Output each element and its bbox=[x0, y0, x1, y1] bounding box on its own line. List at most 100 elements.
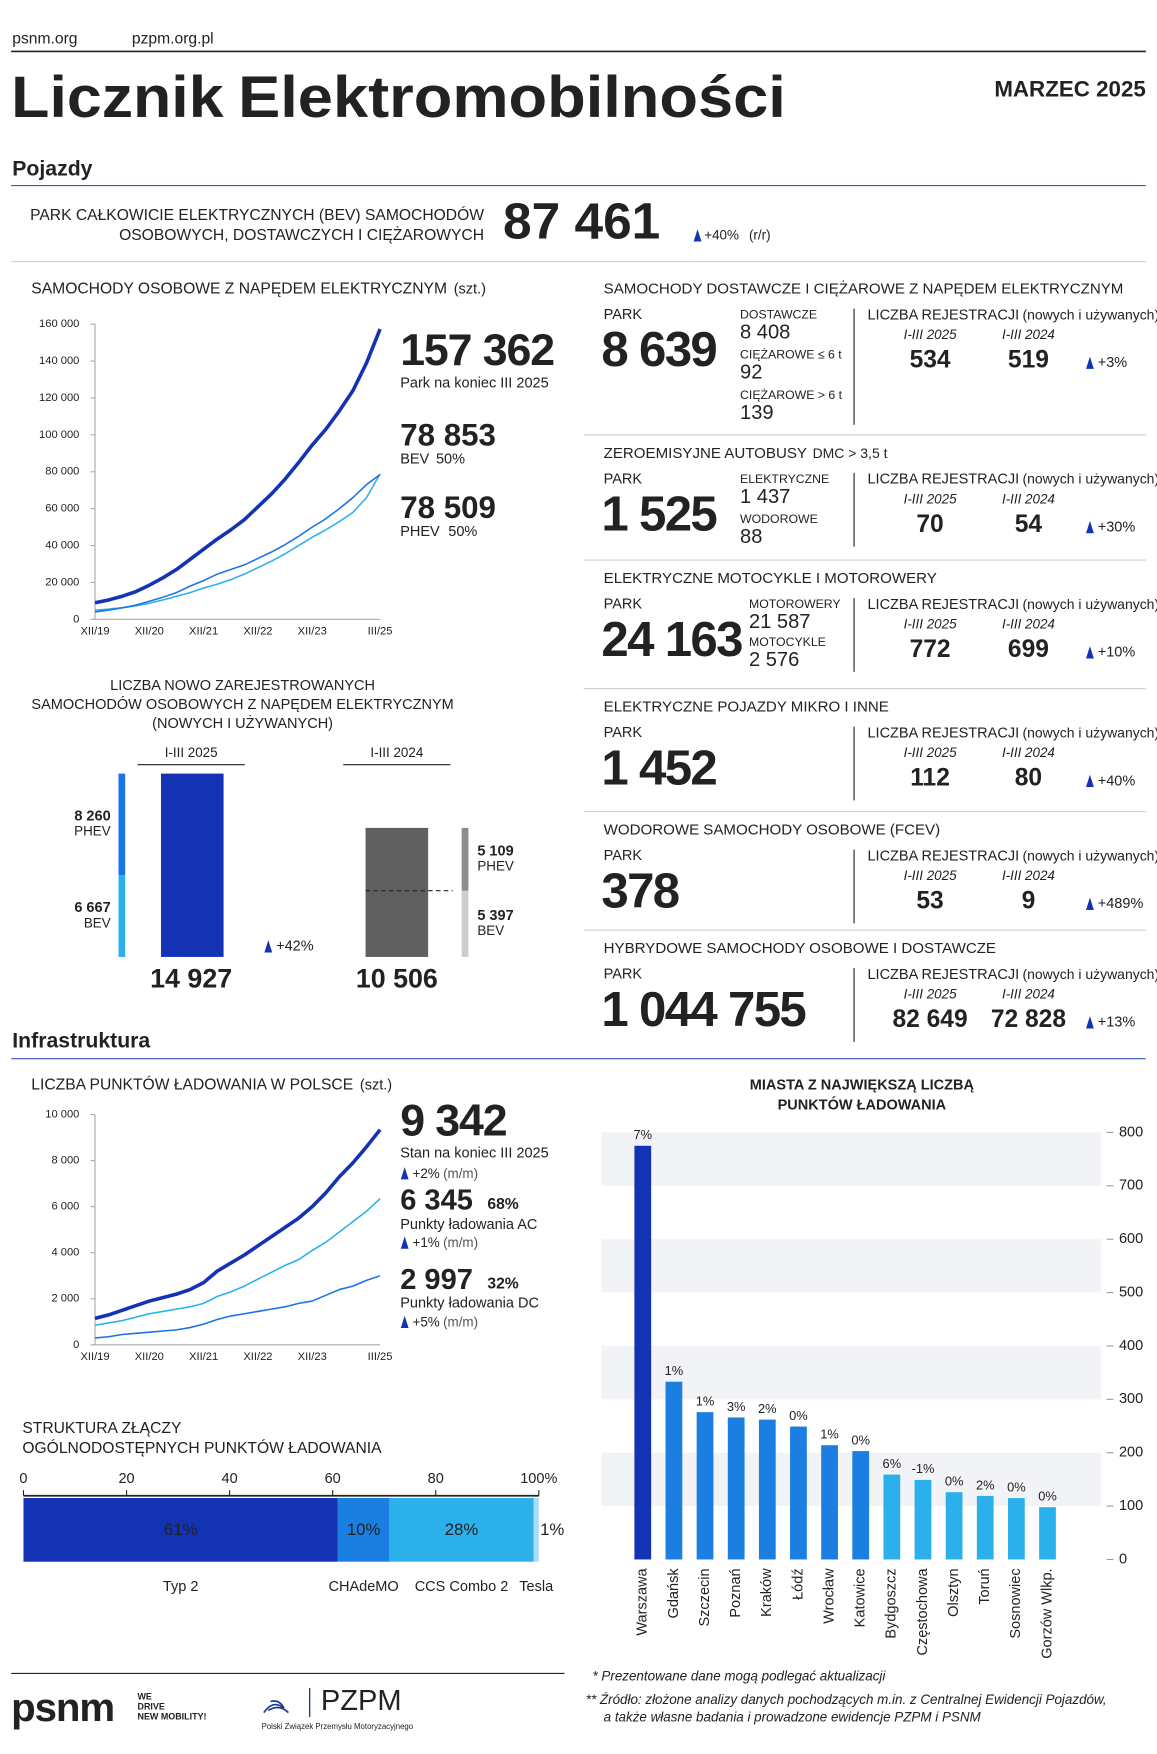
category-label: Tesla bbox=[519, 1579, 554, 1595]
period: I-III 2025 bbox=[904, 986, 957, 1001]
up-arrow bbox=[400, 1315, 409, 1329]
period: I-III 2024 bbox=[1002, 616, 1055, 631]
park-label: PARK bbox=[604, 597, 643, 613]
x-tick-label: XII/22 bbox=[243, 626, 272, 638]
bar bbox=[852, 1451, 870, 1560]
reg-note: (nowych i używanych) bbox=[1022, 470, 1157, 486]
reg-label-text: LICZBA REJESTRACJI bbox=[867, 967, 1019, 983]
breakdown-label: CIĘŻAROWE ≤ 6 t bbox=[740, 348, 842, 362]
park-value: 8 639 bbox=[601, 322, 716, 377]
breakdown-value: 21 587 bbox=[749, 611, 811, 633]
y-tick-label: 500 bbox=[1119, 1284, 1143, 1300]
period: I-III 2025 bbox=[904, 327, 957, 342]
bar bbox=[914, 1479, 932, 1560]
callout-change: +1% (m/m) bbox=[412, 1235, 478, 1250]
x-tick-label: Szczecin bbox=[697, 1568, 713, 1626]
registrations: 53 bbox=[916, 888, 943, 915]
park-value: 1 452 bbox=[601, 740, 716, 795]
y-tick-label: 400 bbox=[1119, 1338, 1143, 1354]
registrations: 519 bbox=[1008, 347, 1049, 374]
up-arrow bbox=[1086, 774, 1094, 788]
bar-annotation: 6% bbox=[883, 1456, 902, 1471]
registrations: 72 828 bbox=[991, 1006, 1066, 1033]
block-title: ELEKTRYCZNE MOTOCYKLE I MOTOROWERY bbox=[604, 570, 937, 587]
bar bbox=[821, 1445, 838, 1560]
change-unit: (m/m) bbox=[443, 1314, 478, 1329]
y-tick-label: 80 000 bbox=[45, 466, 79, 478]
value-label: 61% bbox=[164, 1520, 198, 1539]
x-tick-label: Częstochowa bbox=[915, 1567, 931, 1655]
chart-title: (NOWYCH I UŻYWANYCH) bbox=[152, 714, 333, 732]
y-tick-label: 120 000 bbox=[39, 392, 79, 404]
up-arrow bbox=[1086, 646, 1094, 659]
bar bbox=[727, 1417, 745, 1560]
x-tick-label: XII/23 bbox=[298, 626, 327, 638]
registrations: 54 bbox=[1015, 511, 1043, 538]
block-title: HYBRYDOWE SAMOCHODY OSOBOWE I DOSTAWCZE bbox=[604, 940, 996, 957]
bar bbox=[758, 1419, 776, 1560]
period: I-III 2025 bbox=[904, 868, 957, 883]
y-tick-label: 0 bbox=[73, 613, 79, 625]
breakdown-value: 1 437 bbox=[740, 486, 790, 508]
x-tick-label: Bydgoszcz bbox=[884, 1568, 900, 1638]
period: I-III 2024 bbox=[1002, 745, 1055, 760]
block-title-text: ELEKTRYCZNE POJAZDY MIKRO I INNE bbox=[604, 699, 889, 716]
callout-label: BEV bbox=[400, 451, 429, 467]
link: pzpm.org.pl bbox=[132, 30, 214, 47]
bar-segment bbox=[461, 827, 469, 891]
change-unit: (r/r) bbox=[749, 227, 771, 242]
block-title-text: ZEROEMISYJNE AUTOBUSY bbox=[604, 445, 807, 462]
callout-value: 2 997 bbox=[400, 1264, 473, 1296]
change: +40% bbox=[1098, 773, 1136, 789]
registrations: 80 bbox=[1015, 765, 1042, 792]
registrations: 699 bbox=[1008, 636, 1049, 663]
bar-annotation: 7% bbox=[633, 1127, 652, 1142]
x-tick-label: 40 bbox=[222, 1471, 238, 1487]
chart-title: PUNKTÓW ŁADOWANIA bbox=[778, 1095, 947, 1113]
y-tick-label: 2 000 bbox=[51, 1293, 79, 1305]
callout-share: 32% bbox=[487, 1276, 518, 1293]
bar bbox=[1039, 1507, 1056, 1560]
y-tick-label: 140 000 bbox=[39, 355, 79, 367]
block-title-text: WODOROWE SAMOCHODY OSOBOWE (FCEV) bbox=[604, 822, 940, 839]
park-label: OSOBOWYCH, DOSTAWCZYCH I CIĘŻAROWYCH bbox=[119, 225, 484, 244]
title: Elektromobilności bbox=[238, 65, 786, 130]
value-label: 1% bbox=[540, 1520, 564, 1539]
series-label: PHEV bbox=[477, 859, 514, 874]
chart-title: SAMOCHODÓW OSOBOWYCH Z NAPĘDEM ELEKTRYCZ… bbox=[31, 696, 453, 713]
x-tick-label: Gorzów Wlkp. bbox=[1039, 1568, 1055, 1658]
change: +30% bbox=[1098, 520, 1136, 536]
bar-annotation: 1% bbox=[820, 1427, 839, 1442]
bar-segment bbox=[118, 773, 126, 876]
block-title: WODOROWE SAMOCHODY OSOBOWE (FCEV) bbox=[604, 822, 940, 839]
change-unit: (m/m) bbox=[443, 1165, 478, 1180]
registrations: 70 bbox=[916, 511, 943, 538]
change: +13% bbox=[1098, 1015, 1136, 1031]
breakdown-label: MOTOCYKLE bbox=[749, 635, 826, 649]
date: MARZEC 2025 bbox=[994, 76, 1146, 101]
x-tick-label: Gdańsk bbox=[666, 1568, 682, 1619]
breakdown-label: WODOROWE bbox=[740, 512, 818, 526]
period: I-III 2025 bbox=[904, 491, 957, 506]
callout-value: 157 362 bbox=[400, 326, 554, 375]
x-tick-label: XII/23 bbox=[298, 1351, 327, 1363]
x-tick-label: 20 bbox=[118, 1471, 134, 1487]
group-label: I-III 2024 bbox=[370, 745, 423, 760]
reg-label: LICZBA REJESTRACJI (nowych i używanych) bbox=[867, 966, 1157, 983]
bar-annotation: 2% bbox=[976, 1477, 995, 1492]
bar bbox=[1007, 1498, 1025, 1560]
x-tick-label: Warszawa bbox=[635, 1567, 651, 1635]
block-title: ZEROEMISYJNE AUTOBUSY DMC > 3,5 t bbox=[604, 445, 888, 462]
change-value: +2% bbox=[412, 1165, 439, 1180]
value-label: 5 397 bbox=[477, 908, 513, 924]
breakdown-value: 92 bbox=[740, 362, 762, 384]
period: I-III 2025 bbox=[904, 616, 957, 631]
section-title: Infrastruktura bbox=[12, 1029, 150, 1052]
x-tick-label: Poznań bbox=[728, 1568, 744, 1617]
change: +42% bbox=[276, 939, 314, 955]
bar bbox=[634, 1145, 652, 1560]
period: I-III 2025 bbox=[904, 745, 957, 760]
bar bbox=[696, 1412, 714, 1560]
bar-segment bbox=[337, 1497, 390, 1562]
footnote: * Prezentowane dane mogą podlegać aktual… bbox=[592, 1668, 886, 1683]
